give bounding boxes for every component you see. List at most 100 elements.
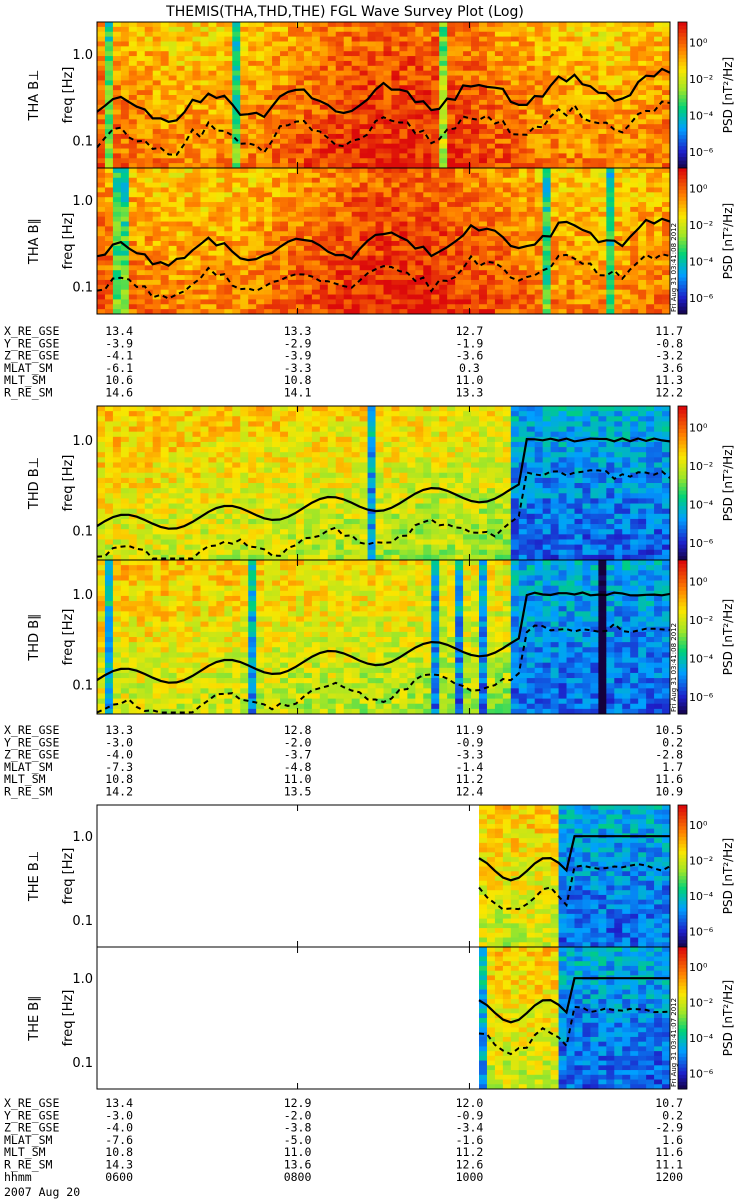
spectrogram-panel-the-para: 1.0 0.1 freq [Hz] THE B∥ 10⁰ 10⁻² 10⁻⁴ 10⁻⁶ PSD …	[27, 946, 735, 1090]
spectrogram	[97, 168, 670, 314]
dashed-line-series	[97, 253, 670, 300]
solid-line-series	[478, 835, 670, 882]
ephem-value: 12.9	[284, 1096, 312, 1110]
ephem-value: -3.7	[284, 748, 312, 762]
ephem-value: -3.4	[456, 1121, 484, 1135]
spectrogram-panel-tha-perp: 1.0 0.1 freq [Hz] THA B⊥ 10⁰ 10⁻² 10⁻⁴ 10⁻⁶ PSD …	[27, 21, 735, 169]
colorbar-label: PSD [nT²/Hz]	[721, 445, 735, 521]
freq-axis-label: freq [Hz]	[61, 848, 76, 905]
ephem-value: 10.8	[105, 772, 133, 786]
y-tick-label: 1.0	[72, 194, 93, 209]
ephem-row-name: R_RE_SM	[4, 386, 53, 400]
ephem-value: 1200	[655, 1170, 683, 1184]
ephem-value: 1.7	[662, 760, 683, 774]
colorbar-label: PSD [nT²/Hz]	[721, 980, 735, 1056]
ephem-value: -1.9	[456, 336, 484, 350]
panel-frame	[96, 946, 671, 1090]
ephem-value: 1000	[456, 1170, 484, 1184]
ephem-value: 11.2	[456, 772, 484, 786]
ephem-row-name: R_RE_SM	[4, 785, 53, 799]
freq-axis-label: freq [Hz]	[61, 990, 76, 1047]
dashed-line-series	[97, 469, 670, 560]
ephem-value: -3.8	[284, 1121, 312, 1135]
ephem-value: 0.3	[459, 361, 480, 375]
colorbar-tick-label: 10⁻⁴	[689, 499, 714, 512]
ephem-row-name: MLAT_SM	[4, 1133, 53, 1147]
ephem-value: 13.3	[284, 324, 312, 338]
ephem-value: 14.1	[284, 386, 312, 400]
ephem-value: 10.5	[655, 723, 683, 737]
ephem-value: -1.6	[456, 1133, 484, 1147]
solid-line-series	[97, 67, 670, 123]
ephem-row-name: Y_RE_GSE	[4, 336, 59, 350]
colorbar-tick-label: 10⁰	[689, 961, 708, 974]
colorbar-tick-label: 10⁻⁶	[689, 1067, 714, 1080]
ephem-value: 11.0	[456, 373, 484, 387]
date-label: 2007 Aug 20	[4, 1185, 80, 1199]
ephem-value: 10.8	[105, 1145, 133, 1159]
ephem-value: 0.2	[662, 735, 683, 749]
freq-axis-label: freq [Hz]	[61, 455, 76, 512]
colorbar-label: PSD [nT²/Hz]	[721, 203, 735, 279]
freq-axis-label: freq [Hz]	[61, 609, 76, 666]
colorbar-tick-label: 10⁻⁴	[689, 890, 714, 903]
ephem-value: -2.0	[284, 735, 312, 749]
ephem-value: -2.0	[284, 1108, 312, 1122]
colorbar-tick-label: 10⁻⁶	[689, 146, 714, 159]
colorbar-tick-label: 10⁻⁶	[689, 925, 714, 938]
ephem-value: 0800	[284, 1170, 312, 1184]
spectrogram	[97, 805, 670, 947]
ephem-value: 12.7	[456, 324, 484, 338]
ephem-value: 11.0	[284, 772, 312, 786]
solid-line-series	[97, 591, 670, 684]
ephem-value: 12.6	[456, 1158, 484, 1172]
ephem-value: 0600	[105, 1170, 133, 1184]
dashed-line-series	[478, 863, 670, 911]
ephem-value: 13.4	[105, 324, 133, 338]
ephem-value: -2.9	[284, 336, 312, 350]
colorbar-tick-label: 10⁰	[689, 819, 708, 832]
panel-label: THD B⊥	[27, 457, 42, 510]
colorbar: 10⁰ 10⁻² 10⁻⁴ 10⁻⁶ PSD [nT²/Hz]	[677, 946, 735, 1090]
ephem-value: 12.2	[655, 386, 683, 400]
ephem-value: 11.1	[655, 1158, 683, 1172]
colorbar-tick-label: 10⁻²	[689, 73, 713, 86]
panel-label: THA B⊥	[27, 70, 42, 122]
ephem-value: -3.0	[105, 735, 133, 749]
ephem-value: 3.6	[662, 361, 683, 375]
ephem-value: -3.2	[655, 349, 683, 363]
y-tick-label: 0.1	[72, 134, 93, 149]
ephem-row-name: hhmm	[4, 1170, 32, 1184]
ephem-value: -0.9	[456, 735, 484, 749]
y-tick-label: 0.1	[72, 525, 93, 540]
y-tick-label: 1.0	[72, 830, 93, 845]
y-tick-label: 1.0	[72, 588, 93, 603]
colorbar-tick-label: 10⁻²	[689, 219, 713, 232]
ephem-value: -3.3	[456, 748, 484, 762]
ephem-row-name: Y_RE_GSE	[4, 1108, 59, 1122]
ephem-value: 10.6	[105, 373, 133, 387]
y-tick-label: 1.0	[72, 434, 93, 449]
ephem-value: -0.8	[655, 336, 683, 350]
ephem-value: -3.3	[284, 361, 312, 375]
ephem-value: -4.8	[284, 760, 312, 774]
ephem-row-name: X_RE_GSE	[4, 1096, 59, 1110]
panel-label: THE B⊥	[27, 851, 42, 902]
colorbar-tick-label: 10⁰	[689, 422, 708, 435]
panel-frame	[96, 167, 671, 315]
colorbar-label: PSD [nT²/Hz]	[721, 838, 735, 914]
ephem-value: -2.8	[655, 748, 683, 762]
ephemeris-table-thd: X_RE_GSE 13.3 12.8 11.9 10.5 Y_RE_GSE -3.0 -2.0…	[4, 723, 683, 799]
ephem-value: 11.2	[456, 1145, 484, 1159]
y-tick-label: 0.1	[72, 1056, 93, 1071]
panel-label: THD B∥	[27, 613, 42, 661]
ephem-row-name: MLT_SM	[4, 772, 46, 786]
ephem-value: 10.8	[284, 373, 312, 387]
colorbar: 10⁰ 10⁻² 10⁻⁴ 10⁻⁶ PSD [nT²/Hz]	[677, 804, 735, 948]
ephem-value: 10.7	[655, 1096, 683, 1110]
colorbar-tick-label: 10⁻⁴	[689, 109, 714, 122]
ephem-value: 0.2	[662, 1108, 683, 1122]
solid-line-series	[478, 977, 670, 1024]
colorbar-tick-label: 10⁻⁴	[689, 653, 714, 666]
